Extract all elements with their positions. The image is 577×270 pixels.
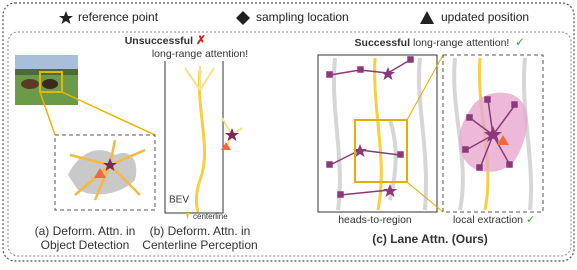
caption: Centerline Perception	[142, 238, 257, 252]
bev-label: BEV	[169, 195, 189, 206]
legend-triangle	[420, 11, 434, 24]
headline-mark: ✓	[515, 35, 525, 49]
headline-mark: ✗	[196, 33, 206, 47]
legend-star	[59, 11, 73, 24]
caption: (c) Lane Attn. (Ours)	[372, 232, 488, 246]
photo-sky	[15, 55, 78, 69]
caption: Object Detection	[41, 238, 130, 252]
horse	[21, 79, 39, 89]
headline-text: long-range attention!	[152, 48, 248, 60]
left-label: heads-to-region	[338, 214, 412, 226]
panel-c: Successful long-range attention! ✓	[318, 35, 543, 246]
legend-label: reference point	[78, 10, 159, 24]
headline-bold: Unsuccessful	[125, 35, 193, 47]
legend-diamond	[236, 11, 250, 25]
legend-label: updated position	[441, 10, 529, 24]
panel-a: (a) Deform. Attn. in Object Detection	[15, 55, 155, 252]
zoom-line	[62, 92, 155, 135]
bev-box	[165, 36, 223, 213]
right-mark: ✓	[526, 214, 535, 226]
centerline-label: centerline	[193, 212, 228, 221]
centerline-arrow	[186, 213, 189, 220]
headline-bold: Successful	[355, 37, 411, 49]
legend-label: sampling location	[256, 10, 349, 24]
caption: (b) Deform. Attn. in	[150, 224, 251, 238]
caption: (a) Deform. Attn. in	[35, 224, 136, 238]
horse	[42, 79, 58, 89]
ref-star	[225, 128, 239, 141]
right-label: local extraction	[453, 214, 523, 226]
centerline	[196, 70, 204, 212]
headline-text: long-range attention!	[413, 37, 509, 49]
figure: reference point sampling location update…	[0, 0, 577, 265]
